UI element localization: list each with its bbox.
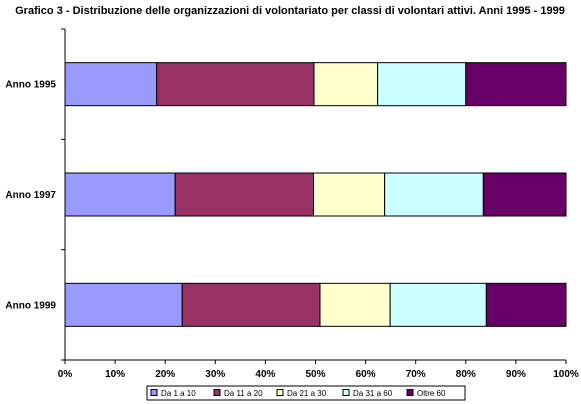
x-tick-label: 100% [553,369,579,380]
bar-segment-2-3 [312,172,386,217]
bar-segment-3-2 [181,282,321,327]
x-tick-label: 90% [506,369,526,380]
legend-label: Da 21 a 30 [287,389,327,398]
x-tick-label: 80% [456,369,476,380]
bar-segment-1-2 [156,62,315,107]
legend-swatch [276,389,284,396]
bar-segment-3-5 [485,282,567,327]
bar-segment-2-4 [384,172,484,217]
bar-segment-1-5 [465,62,567,107]
x-tick-label: 30% [205,369,225,380]
legend: Da 1 a 10 Da 11 a 20 Da 21 a 30 Da 31 a 60 O… [146,385,466,401]
x-tick-label: 10% [105,369,125,380]
bars-group [64,62,567,327]
legend-box [146,385,466,401]
legend-swatch [150,389,158,396]
x-tick-label: 60% [356,369,376,380]
legend-swatch [342,389,350,396]
category-label: Anno 1997 [5,190,56,201]
bar-segment-3-1 [64,282,183,327]
x-tick-label: 70% [406,369,426,380]
tick-labels: 0% 10% 20% 30% 40% 50% 60% 70% 80% 90% 100% [58,369,579,380]
legend-label: Da 11 a 20 [224,389,263,398]
bar-segment-2-1 [64,172,176,217]
bar-segment-2-2 [174,172,314,217]
chart-title: Grafico 3 - Distribuzione delle organizz… [15,5,565,17]
bar-segment-1-1 [64,62,158,107]
x-tick-label: 50% [305,369,325,380]
bar-segment-2-5 [482,172,567,217]
legend-swatch [213,389,221,396]
x-tick-label: 20% [155,369,175,380]
bar-segment-1-3 [313,62,379,107]
legend-swatch [406,389,414,396]
category-label: Anno 1995 [5,80,56,91]
x-tick-label: 40% [255,369,275,380]
bar-segment-3-3 [319,282,391,327]
category-label: Anno 1999 [5,300,56,311]
x-tick-label: 0% [58,369,73,380]
category-labels: Anno 1995 Anno 1997 Anno 1999 [5,80,56,312]
bar-segment-1-4 [377,62,467,107]
axes-group [61,28,567,364]
legend-label: Da 31 a 60 [353,389,393,398]
legend-label: Da 1 a 10 [161,389,196,398]
legend-label: Oltre 60 [417,389,446,398]
bar-segment-3-4 [389,282,487,327]
